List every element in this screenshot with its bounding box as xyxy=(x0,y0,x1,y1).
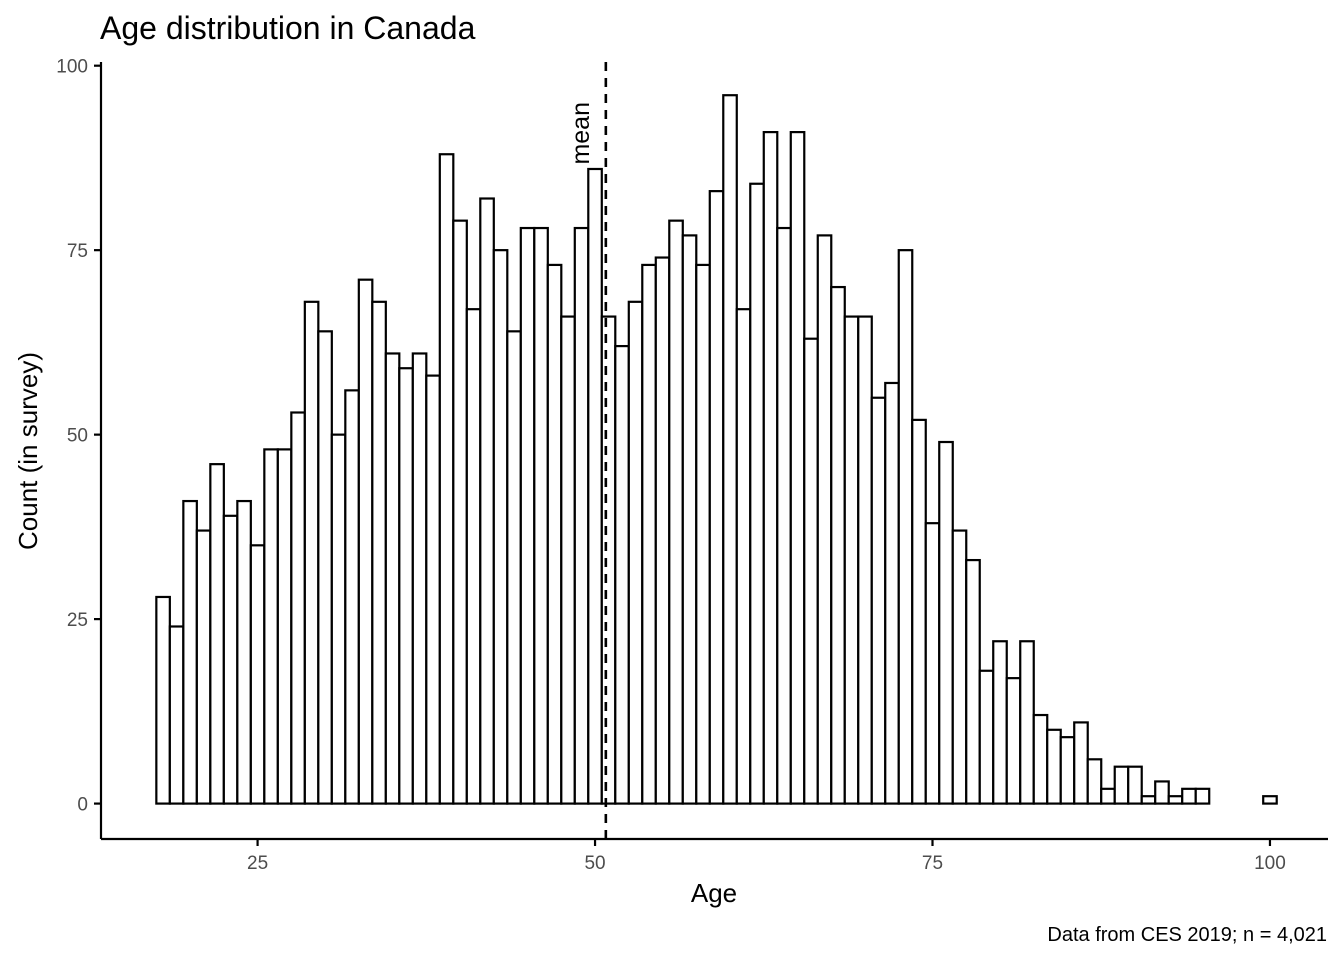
x-ticks: 25 50 75 100 xyxy=(247,839,1286,874)
histogram-bar xyxy=(762,131,779,805)
histogram-bar xyxy=(870,396,887,805)
histogram-bar xyxy=(519,226,536,805)
histogram-bar xyxy=(803,337,819,805)
histogram-bar xyxy=(681,234,698,805)
y-tick-label: 75 xyxy=(67,241,88,262)
histogram-bar xyxy=(830,285,846,805)
histogram-bar xyxy=(843,315,860,805)
histogram-bar xyxy=(182,499,198,805)
histogram-bar xyxy=(560,315,576,805)
histogram-bar xyxy=(600,315,617,805)
histogram-bar xyxy=(236,499,252,805)
histogram-bar xyxy=(735,308,752,805)
histogram-bar xyxy=(398,367,414,805)
histogram-bar xyxy=(1073,721,1089,805)
histogram-bar xyxy=(1154,780,1170,805)
histogram-bars xyxy=(155,94,1278,805)
histogram-bar xyxy=(479,197,495,805)
x-tick-label: 75 xyxy=(922,853,943,874)
histogram-bar xyxy=(155,595,171,805)
histogram-bar xyxy=(222,514,239,805)
histogram-bar xyxy=(789,131,806,805)
y-tick-label: 100 xyxy=(56,57,88,78)
chart-title: Age distribution in Canada xyxy=(100,10,476,46)
histogram-bar xyxy=(438,153,455,805)
histogram-bar xyxy=(749,182,765,805)
histogram-bar xyxy=(1019,640,1035,805)
histogram-bar xyxy=(344,389,360,805)
histogram-bar xyxy=(452,219,468,805)
histogram-bar xyxy=(303,300,320,805)
histogram-bar xyxy=(884,381,900,805)
y-tick-label: 25 xyxy=(67,610,88,631)
histogram-bar xyxy=(654,256,671,805)
y-ticks: 0 25 50 75 100 xyxy=(56,57,101,816)
x-tick-label: 25 xyxy=(247,853,268,874)
histogram-bar xyxy=(357,278,374,805)
y-axis-label: Count (in survey) xyxy=(13,352,43,550)
histogram-bar xyxy=(857,315,873,805)
histogram-bar xyxy=(1032,713,1049,805)
histogram-bar xyxy=(587,167,603,805)
histogram-bar xyxy=(668,219,684,805)
histogram-bar xyxy=(816,234,833,805)
histogram-bar xyxy=(1262,795,1278,805)
histogram-bar xyxy=(1194,787,1211,805)
histogram-bar xyxy=(1059,736,1076,805)
histogram-bar xyxy=(573,226,590,805)
histogram-bar xyxy=(708,190,725,805)
histogram-bar xyxy=(546,263,563,805)
chart-caption: Data from CES 2019; n = 4,021 xyxy=(1047,924,1327,946)
histogram-bar xyxy=(168,625,185,805)
y-tick-label: 0 xyxy=(77,795,88,816)
mean-marker: mean xyxy=(567,62,608,839)
histogram-bar xyxy=(1046,728,1062,805)
histogram-bar xyxy=(506,330,522,805)
histogram-bar xyxy=(317,330,333,805)
histogram-bar xyxy=(371,300,387,805)
histogram-bar xyxy=(614,344,630,805)
histogram-bar xyxy=(1086,758,1103,805)
histogram-bar xyxy=(276,448,293,805)
histogram-bar xyxy=(965,558,981,805)
histogram-bar xyxy=(209,463,225,805)
histogram-bar xyxy=(924,522,941,805)
histogram-bar xyxy=(290,411,306,805)
histogram-bar xyxy=(641,263,657,805)
histogram-bar xyxy=(627,300,644,805)
histogram-bar xyxy=(992,640,1008,805)
x-axis-label: Age xyxy=(691,878,737,908)
histogram-bar xyxy=(897,249,914,805)
histogram-bar xyxy=(330,433,347,805)
histogram-bar xyxy=(1181,787,1197,805)
x-tick-label: 100 xyxy=(1254,853,1286,874)
histogram-bar xyxy=(411,352,428,805)
histogram-bar xyxy=(776,226,792,805)
histogram-bar xyxy=(1127,765,1143,805)
y-tick-label: 50 xyxy=(67,426,88,447)
histogram-bar xyxy=(951,529,968,805)
histogram-bar xyxy=(1140,795,1157,805)
histogram-bar xyxy=(195,529,212,805)
histogram-bar xyxy=(938,440,954,805)
histogram-bar xyxy=(1167,795,1184,805)
histogram-bar xyxy=(1005,677,1022,805)
histogram-bar xyxy=(1100,787,1116,805)
histogram-bar xyxy=(492,249,509,805)
histogram-bar xyxy=(384,352,401,805)
histogram-bar xyxy=(1113,765,1130,805)
histogram-bar xyxy=(465,308,482,805)
x-tick-label: 50 xyxy=(584,853,605,874)
histogram-bar xyxy=(263,448,279,805)
histogram-bar xyxy=(425,374,441,805)
histogram-bar xyxy=(249,544,266,805)
mean-label: mean xyxy=(567,102,595,165)
axes: 25 50 75 100 0 25 50 75 100 xyxy=(56,57,1328,874)
histogram-bar xyxy=(533,226,549,805)
histogram-bar xyxy=(911,418,927,805)
histogram-bar xyxy=(722,94,738,805)
histogram-bar xyxy=(695,263,711,805)
histogram-bar xyxy=(978,669,995,805)
